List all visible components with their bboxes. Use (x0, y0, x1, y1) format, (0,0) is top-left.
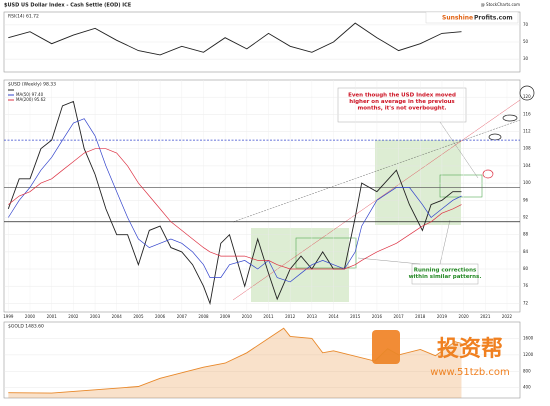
trend-line (232, 99, 521, 301)
x-tick-label: 2020 (459, 314, 470, 319)
series-line (8, 118, 462, 283)
header-title: $USD US Dollar Index - Cash Settle (EOD)… (4, 3, 132, 9)
x-tick-label: 2014 (328, 314, 339, 319)
y-tick-label: 800 (523, 368, 531, 373)
series-line (8, 148, 462, 270)
x-tick-label: 2022 (502, 314, 513, 319)
projection-ellipse (482, 169, 494, 179)
x-tick-label: 2019 (437, 314, 448, 319)
y-tick-label: 116 (523, 111, 531, 116)
logo-text: Profits.com (474, 15, 513, 22)
y-tick-label: 400 (523, 385, 531, 390)
x-tick-label: 1999 (3, 314, 14, 319)
legend-label: MA(50) 97.40 (16, 92, 44, 97)
x-tick-label: 2005 (133, 314, 144, 319)
annotation: Running corrections (414, 268, 477, 274)
x-tick-label: 2009 (220, 314, 231, 319)
area (8, 328, 462, 398)
x-tick-label: 2013 (307, 314, 318, 319)
watermark-brand: 投资帮 (437, 336, 503, 362)
annotation: higher on average in the previous (349, 99, 455, 105)
projection-ellipse (502, 114, 518, 122)
x-tick-label: 2012 (285, 314, 296, 319)
x-tick-label: 2010 (242, 314, 253, 319)
annotation: months, it's not overbought. (358, 106, 447, 112)
series-line (7, 100, 462, 306)
watermark-icon (372, 330, 400, 364)
series-line (8, 22, 462, 56)
x-tick-label: 2002 (68, 314, 79, 319)
series-line (8, 327, 462, 394)
y-tick-label: 50 (523, 39, 529, 44)
y-tick-label: 30 (523, 56, 529, 61)
y-tick-label: 76 (523, 283, 529, 288)
y-tick-label: 1200 (523, 352, 534, 357)
pointer (439, 121, 479, 179)
gold-panel (3, 321, 521, 399)
pattern-box (251, 228, 349, 302)
x-tick-label: 2007 (177, 314, 188, 319)
y-tick-label: 88 (523, 232, 529, 237)
pointer (439, 219, 451, 265)
x-tick-label: 2016 (372, 314, 383, 319)
y-tick-label: 100 (523, 180, 531, 185)
y-tick-label: 96 (523, 197, 529, 202)
annotation: within similar patterns. (409, 274, 482, 280)
y-tick-label: 1600 (523, 335, 534, 340)
panel-title: $USD (Weekly) 98.33 (8, 82, 56, 88)
x-tick-label: 2000 (25, 314, 36, 319)
inner-box (439, 174, 483, 198)
legend-label: MA(200) 95.62 (16, 97, 46, 102)
y-tick-label: 70 (523, 22, 529, 27)
inner-box (295, 237, 357, 269)
y-tick-label: 108 (523, 146, 531, 151)
x-tick-label: 2006 (155, 314, 166, 319)
x-tick-label: 2004 (112, 314, 123, 319)
annotation-box (337, 87, 467, 123)
pointer (357, 257, 421, 265)
y-tick-label: 72 (523, 300, 529, 305)
x-tick-label: 2001 (47, 314, 58, 319)
trend-line (232, 119, 521, 223)
x-tick-label: 2017 (393, 314, 404, 319)
x-tick-label: 2008 (198, 314, 209, 319)
watermark-url: www.51tzb.com (430, 367, 510, 378)
projection-ellipse (519, 85, 535, 101)
source: @ StockCharts.com (481, 2, 520, 7)
x-tick-label: 2018 (415, 314, 426, 319)
logo (425, 11, 519, 24)
x-tick-label: 2021 (480, 314, 491, 319)
y-tick-label: 104 (523, 163, 531, 168)
x-tick-label: 2015 (350, 314, 361, 319)
y-tick-label: 92 (523, 214, 529, 219)
logo-text: Sunshine (442, 15, 473, 22)
y-tick-label: 120 (523, 94, 531, 99)
y-tick-label: 112 (523, 129, 531, 134)
panel-title: $GOLD 1483.60 (8, 324, 44, 330)
x-tick-label: 2003 (90, 314, 101, 319)
pattern-box (375, 140, 461, 225)
y-tick-label: 80 (523, 266, 529, 271)
y-tick-label: 84 (523, 249, 529, 254)
annotation: Even though the USD Index moved (348, 93, 456, 99)
x-tick-label: 2011 (263, 314, 274, 319)
panel-title: RSI(14) 61.72 (8, 14, 39, 20)
